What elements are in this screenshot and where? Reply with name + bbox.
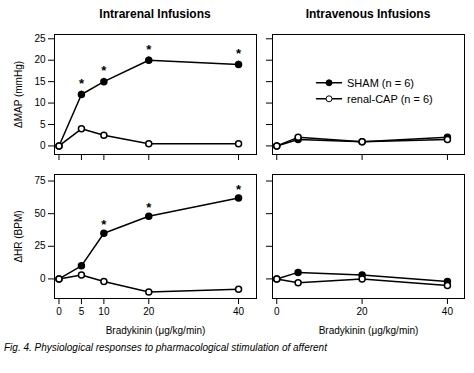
svg-text:*: *	[146, 42, 152, 57]
svg-text:15: 15	[34, 76, 46, 87]
svg-text:Bradykinin (μg/kg/min): Bradykinin (μg/kg/min)	[319, 325, 419, 336]
svg-text:0: 0	[40, 273, 46, 284]
html-text:Intrarenal Infusions: Intrarenal Infusions	[99, 7, 211, 21]
svg-text:*: *	[101, 63, 107, 78]
svg-text:0: 0	[274, 306, 280, 317]
svg-text:50: 50	[34, 208, 46, 219]
svg-text:40: 40	[233, 306, 245, 317]
svg-text:*: *	[236, 46, 242, 61]
svg-text:25: 25	[34, 240, 46, 251]
svg-text:0: 0	[56, 306, 62, 317]
svg-text:5: 5	[79, 306, 85, 317]
html-text:Intravenous Infusions: Intravenous Infusions	[305, 7, 431, 21]
svg-text:Bradykinin (μg/kg/min): Bradykinin (μg/kg/min)	[106, 325, 206, 336]
svg-text:ΔMAP (mmHg): ΔMAP (mmHg)	[13, 61, 24, 128]
svg-text:20: 20	[34, 54, 46, 65]
html-text:renal-CAP (n = 6): renal-CAP (n = 6)	[347, 92, 433, 105]
svg-text:*: *	[236, 182, 242, 197]
svg-text:*: *	[79, 76, 85, 91]
svg-text:*: *	[146, 200, 152, 215]
svg-text:40: 40	[442, 306, 454, 317]
svg-text:20: 20	[143, 306, 155, 317]
svg-text:75: 75	[34, 175, 46, 186]
svg-text:ΔHR (BPM): ΔHR (BPM)	[13, 210, 24, 262]
svg-text:*: *	[101, 217, 107, 232]
svg-text:10: 10	[98, 306, 110, 317]
svg-text:5: 5	[40, 119, 46, 130]
html-text:Fig. 4. Physiological response: Fig. 4. Physiological responses to pharm…	[4, 342, 327, 353]
html-text:SHAM (n = 6): SHAM (n = 6)	[347, 76, 414, 89]
svg-text:10: 10	[34, 97, 46, 108]
svg-text:20: 20	[357, 306, 369, 317]
svg-text:25: 25	[34, 33, 46, 44]
svg-text:0: 0	[40, 140, 46, 151]
